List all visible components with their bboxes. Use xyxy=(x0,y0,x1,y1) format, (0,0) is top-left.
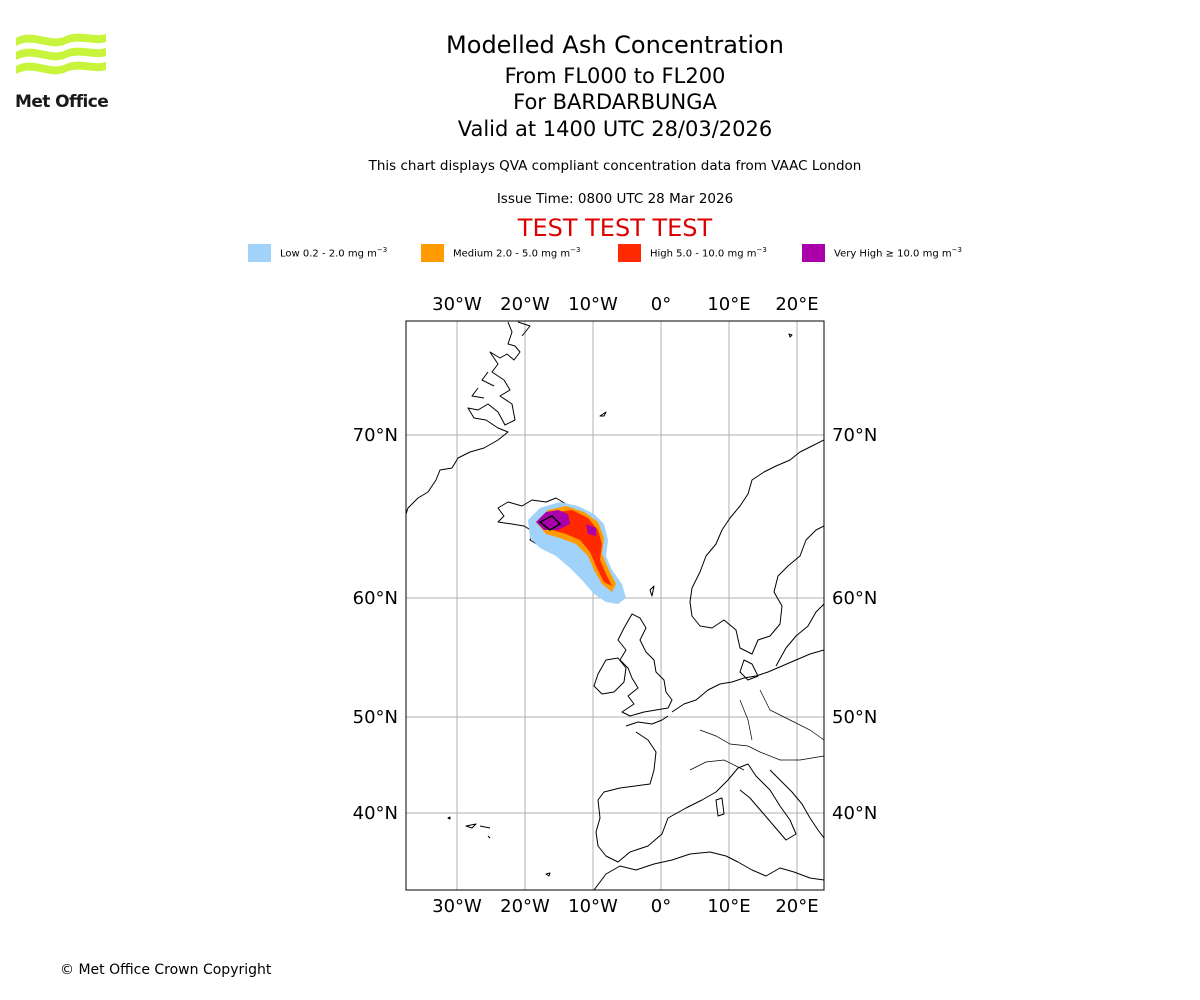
legend-swatch-high xyxy=(618,244,641,262)
shetland xyxy=(649,585,655,597)
met-office-logo-text: Met Office xyxy=(15,92,109,112)
volcano-name: For BARDARBUNGA xyxy=(513,90,717,114)
greenland-coast-north xyxy=(517,321,531,337)
flight-levels: From FL000 to FL200 xyxy=(504,64,726,88)
legend-item-high: High 5.0 - 10.0 mg m−3 xyxy=(618,244,767,262)
lat-label-40n-right: 40°N xyxy=(832,803,877,824)
lon-label-30w-top: 30°W xyxy=(432,294,482,315)
madeira xyxy=(545,872,551,877)
north-africa-coast xyxy=(593,851,824,890)
concentration-legend: Low 0.2 - 2.0 mg m−3 Medium 2.0 - 5.0 mg… xyxy=(0,244,1200,264)
legend-swatch-medium xyxy=(421,244,444,262)
legend-label-high: High 5.0 - 10.0 mg m xyxy=(650,248,757,260)
legend-exponent-low: −3 xyxy=(376,246,388,255)
lat-label-60n-right: 60°N xyxy=(832,588,877,609)
coastlines xyxy=(406,321,824,890)
azores-west xyxy=(447,816,451,820)
legend-label-low: Low 0.2 - 2.0 mg m xyxy=(280,248,377,260)
lon-label-20e-bottom: 20°E xyxy=(775,896,818,917)
legend-label-medium: Medium 2.0 - 5.0 mg m xyxy=(453,248,571,260)
italy-coast xyxy=(727,763,797,841)
test-banner: TEST TEST TEST xyxy=(517,214,713,242)
legend-item-low: Low 0.2 - 2.0 mg m−3 xyxy=(248,244,387,262)
ireland-coast xyxy=(593,657,627,695)
denmark xyxy=(739,659,759,681)
issue-time: Issue Time: 0800 UTC 28 Mar 2026 xyxy=(496,191,734,207)
map-area xyxy=(406,321,824,890)
met-office-logo xyxy=(16,33,106,75)
corsica-sardinia xyxy=(715,797,725,817)
lat-label-50n-right: 50°N xyxy=(832,707,877,728)
lon-label-0-bottom: 0° xyxy=(651,896,671,917)
lon-label-30w-bottom: 30°W xyxy=(432,896,482,917)
france-iberia-coast xyxy=(595,715,729,863)
legend-exponent-high: −3 xyxy=(756,246,767,255)
lon-label-20w-bottom: 20°W xyxy=(500,896,550,917)
latitude-labels-right: 70°N 60°N 50°N 40°N xyxy=(832,425,877,824)
baltic-coast xyxy=(775,603,824,667)
legend-item-very-high: Very High ≥ 10.0 mg m−3 xyxy=(802,244,962,262)
lat-label-50n-left: 50°N xyxy=(353,707,398,728)
chart-description: This chart displays QVA compliant concen… xyxy=(368,158,862,174)
lon-label-10w-bottom: 10°W xyxy=(568,896,618,917)
lon-label-10e-top: 10°E xyxy=(707,294,750,315)
legend-exponent-very-high: −3 xyxy=(951,246,962,255)
lon-label-20w-top: 20°W xyxy=(500,294,550,315)
lon-label-10w-top: 10°W xyxy=(568,294,618,315)
legend-swatch-very-high xyxy=(802,244,825,262)
lat-label-60n-left: 60°N xyxy=(353,588,398,609)
ash-plume xyxy=(528,502,626,604)
legend-label-very-high: Very High ≥ 10.0 mg m xyxy=(834,248,952,260)
lon-label-20e-top: 20°E xyxy=(775,294,818,315)
balkans-coast xyxy=(769,769,824,839)
chart-title: Modelled Ash Concentration xyxy=(446,31,784,59)
legend-swatch-low xyxy=(248,244,271,262)
scandinavia-coast xyxy=(689,439,824,655)
greenland-coast xyxy=(406,321,521,515)
iceland-outline-over-ash xyxy=(538,515,562,531)
lat-label-70n-left: 70°N xyxy=(353,425,398,446)
longitude-labels-top: 30°W 20°W 10°W 0° 10°E 20°E xyxy=(432,294,818,315)
lon-label-10e-bottom: 10°E xyxy=(707,896,750,917)
longitude-labels-bottom: 30°W 20°W 10°W 0° 10°E 20°E xyxy=(432,896,818,917)
copyright-notice: © Met Office Crown Copyright xyxy=(60,962,272,978)
svalbard xyxy=(788,333,793,338)
borders xyxy=(689,689,824,771)
map-frame xyxy=(405,320,825,891)
latitude-labels-left: 70°N 60°N 50°N 40°N xyxy=(353,425,398,824)
azores-east xyxy=(465,823,491,839)
europe-north-coast xyxy=(671,649,824,713)
lat-label-70n-right: 70°N xyxy=(832,425,877,446)
legend-item-medium: Medium 2.0 - 5.0 mg m−3 xyxy=(421,244,580,262)
lat-label-40n-left: 40°N xyxy=(353,803,398,824)
valid-time: Valid at 1400 UTC 28/03/2026 xyxy=(457,117,773,141)
lon-label-0-top: 0° xyxy=(651,294,671,315)
legend-exponent-medium: −3 xyxy=(570,246,581,255)
jan-mayen xyxy=(599,411,607,417)
